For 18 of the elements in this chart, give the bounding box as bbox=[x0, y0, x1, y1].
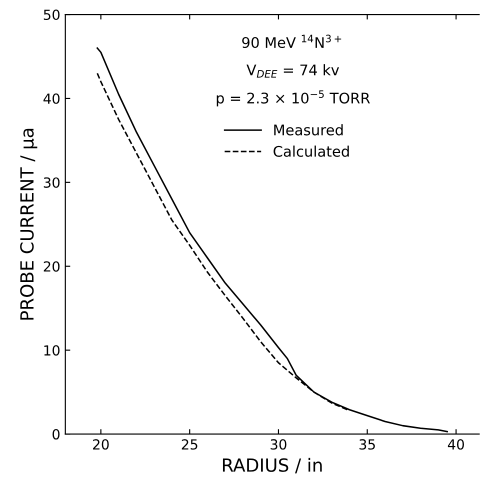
y-tick-label: 50 bbox=[44, 10, 60, 20]
x-tick-label: 20 bbox=[93, 439, 109, 450]
x-tick-label: 30 bbox=[270, 439, 286, 450]
y-tick-label: 10 bbox=[44, 345, 60, 356]
y-tick-label: 20 bbox=[44, 261, 60, 272]
legend-label: Calculated bbox=[274, 146, 349, 157]
x-tick-label: 40 bbox=[448, 439, 464, 450]
x-tick-label: 25 bbox=[182, 439, 198, 450]
x-axis-title: RADIUS / in bbox=[222, 458, 322, 474]
annotation: p = 2.3 × 10$^{−5}$ TORR bbox=[216, 90, 370, 106]
y-tick-label: 30 bbox=[44, 177, 60, 188]
y-tick-label: 40 bbox=[43, 93, 60, 104]
y-axis-title: PROBE CURRENT / μa bbox=[20, 128, 38, 320]
annotation: V$_{DEE}$ = 74 kv bbox=[246, 64, 340, 78]
y-tick-label: 0 bbox=[52, 429, 60, 440]
legend-label: Measured bbox=[274, 124, 343, 136]
annotation: 90 MeV $^{14}$N$^{3+}$ bbox=[242, 34, 342, 48]
x-tick-label: 35 bbox=[359, 439, 375, 450]
